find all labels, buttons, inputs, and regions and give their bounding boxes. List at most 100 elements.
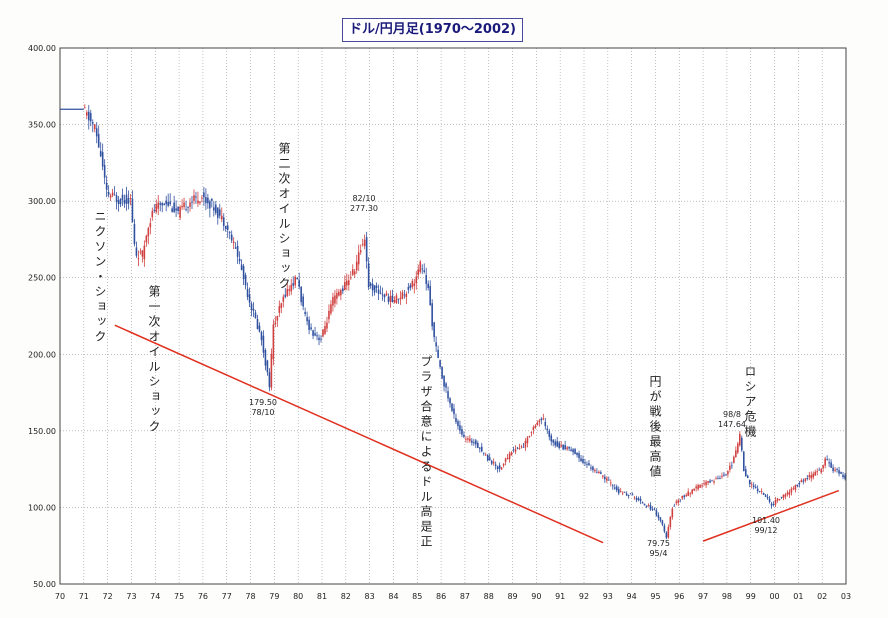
candle-body [663, 525, 666, 532]
x-tick-label: 73 [126, 592, 136, 601]
candle-body [429, 285, 431, 305]
candle-body [606, 478, 608, 481]
candle-body [524, 440, 527, 448]
candle-body [167, 202, 169, 206]
x-tick-label: 85 [412, 592, 422, 601]
candle-body [361, 243, 364, 245]
candle-body [693, 488, 695, 491]
candle-body [381, 294, 384, 296]
candle-body [141, 250, 144, 257]
annotation-nixon-shock: ニクソン・ショック [93, 210, 107, 345]
candle-body [447, 391, 449, 399]
candle-body [145, 235, 148, 243]
x-tick-label: 77 [222, 592, 232, 601]
candle-body [574, 449, 576, 454]
x-tick-label: 82 [341, 592, 351, 601]
x-tick-label: 80 [293, 592, 303, 601]
candle-body [560, 445, 562, 447]
candle-body [439, 360, 441, 367]
candle-body [586, 463, 588, 465]
candle-body [778, 499, 781, 500]
candle-body [324, 326, 326, 334]
candle-body [629, 493, 632, 495]
candle-body [218, 209, 221, 216]
x-tick-label: 84 [388, 592, 398, 601]
candle-body [215, 204, 217, 214]
candle-body [157, 202, 160, 209]
candle-body [453, 408, 455, 415]
candle-body [733, 456, 735, 463]
trendline [702, 489, 840, 542]
chart-title: ドル/円月足(1970〜2002) [342, 18, 523, 42]
candle-body [226, 225, 229, 230]
candle-body [463, 434, 465, 437]
candle-body [572, 449, 574, 453]
candle-body [457, 421, 459, 427]
candle-body [538, 420, 541, 423]
candle-body [355, 261, 358, 271]
candle-body [508, 453, 511, 460]
peak-1998-label: 98/8 147.64 [718, 410, 746, 430]
candle-body [528, 436, 531, 438]
x-tick-label: 72 [103, 592, 113, 601]
candle-body [328, 310, 330, 320]
candle-body [842, 474, 844, 478]
candle-body [651, 508, 654, 510]
candle-body [810, 475, 813, 479]
candle-body [715, 478, 717, 480]
candle-body [119, 198, 122, 205]
candle-body [445, 383, 447, 388]
candle-body [300, 286, 302, 303]
candle-body [643, 503, 646, 506]
candle-body [401, 292, 404, 299]
y-tick-label: 50.00 [33, 580, 56, 589]
candle-body [294, 276, 297, 286]
candle-body [600, 472, 602, 474]
candle-body [570, 449, 572, 452]
candle-body [506, 457, 509, 460]
candle-body [562, 444, 564, 450]
candle-body [197, 200, 199, 204]
x-tick-label: 96 [674, 592, 684, 601]
candle-body [377, 289, 380, 294]
candle-body [830, 462, 832, 468]
candle-body [725, 474, 727, 476]
candle-body [609, 482, 612, 484]
candle-body [131, 198, 134, 222]
candle-body [834, 469, 836, 471]
candle-body [820, 469, 822, 473]
candle-body [477, 442, 479, 448]
candle-body [782, 494, 785, 498]
candle-body [437, 349, 439, 359]
candle-body [171, 208, 173, 212]
annotation-russia-crisis: ロシア危機 [743, 365, 757, 440]
candle-body [209, 201, 211, 209]
candle-body [232, 241, 235, 244]
candle-body [276, 315, 279, 321]
candle-body [500, 467, 503, 470]
candle-body [592, 466, 594, 471]
candle-body [89, 113, 92, 122]
x-tick-label: 88 [484, 592, 494, 601]
candle-body [822, 465, 824, 469]
candle-body [455, 417, 457, 422]
candle-body [147, 228, 150, 237]
candle-body [165, 200, 167, 205]
x-tick-label: 87 [460, 592, 470, 601]
candle-body [748, 479, 751, 485]
candle-body [558, 442, 560, 448]
candle-body [216, 207, 219, 218]
candle-body [224, 225, 227, 229]
candle-body [816, 471, 819, 473]
candle-body [93, 124, 96, 130]
candle-body [151, 211, 154, 218]
candle-body [415, 276, 418, 284]
candle-body [336, 292, 338, 299]
candle-body [494, 464, 497, 466]
candle-body [482, 452, 485, 454]
candle-body [649, 505, 652, 510]
candle-body [99, 150, 102, 157]
y-tick-label: 400.00 [28, 44, 56, 53]
candle-body [502, 463, 505, 466]
x-tick-label: 75 [174, 592, 184, 601]
